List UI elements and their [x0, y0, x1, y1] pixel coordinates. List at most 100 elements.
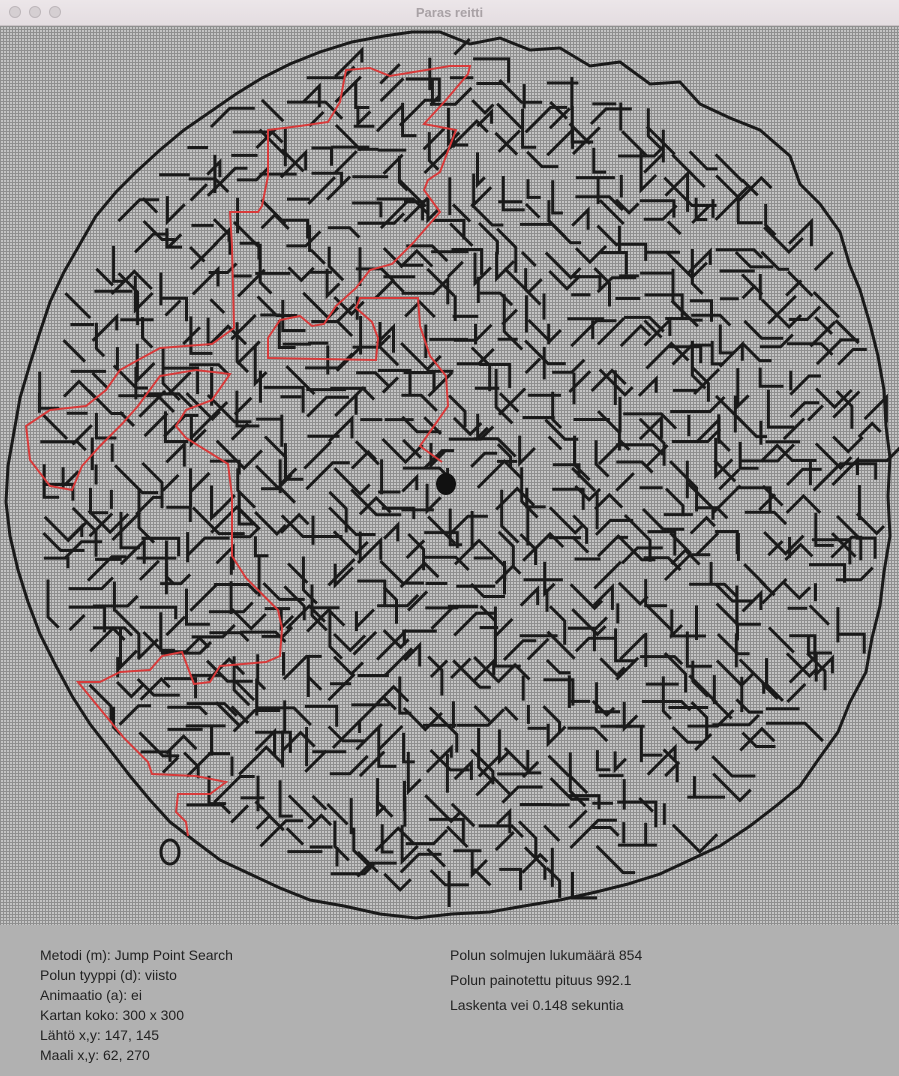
maze-wall-segment [350, 488, 402, 517]
maze-wall-segment [450, 802, 476, 828]
maze-wall-segment [334, 150, 358, 174]
maze-wall-segment [406, 244, 449, 263]
maze-wall-segment [399, 852, 442, 874]
maze-wall-segment [671, 427, 722, 443]
maze-wall-segment [426, 847, 446, 868]
maze-wall-segment [714, 153, 744, 183]
maximize-button[interactable] [49, 6, 61, 18]
maze-wall-segment [520, 251, 537, 267]
maze-wall-segment [589, 107, 632, 126]
maze-wall-segment [426, 198, 439, 224]
maze-wall-segment [43, 556, 70, 569]
maze-wall-segment [401, 393, 438, 412]
maze-wall-segment [496, 662, 531, 684]
maze-wall-segment [191, 623, 236, 639]
maze-wall-segment [402, 438, 423, 459]
maze-wall-segment [549, 777, 590, 801]
close-button[interactable] [9, 6, 21, 18]
maze-wall-segment [855, 536, 877, 559]
maze-wall-segment [163, 414, 199, 438]
maze-wall-segment [333, 820, 350, 862]
maze-wall-segment [355, 608, 375, 629]
maze-wall-segment [446, 825, 469, 849]
maze-wall-segment [332, 632, 367, 653]
maze-wall-segment [383, 872, 412, 892]
maze-wall-segment [46, 579, 60, 629]
maze-wall-segment [236, 468, 257, 509]
maze-wall-segment [401, 415, 442, 434]
maze-wall-segment [571, 535, 590, 554]
maze-wall-segment [664, 487, 685, 517]
maze-wall-segment [502, 639, 537, 661]
minimize-button[interactable] [29, 6, 41, 18]
maze-wall-segment [424, 531, 459, 549]
maze-wall-segment [495, 251, 516, 283]
maze-wall-segment [382, 153, 404, 175]
maze-wall-segment [569, 818, 617, 849]
maze-wall-segment [501, 308, 518, 326]
maze-wall-segment [117, 198, 160, 223]
maze-wall-segment [520, 467, 539, 519]
goal-label: Maali x,y: 62, 270 [40, 1047, 150, 1063]
maze-wall-segment [742, 343, 772, 363]
maze-wall-segment [63, 540, 103, 560]
maze-wall-segment [311, 171, 344, 187]
maze-wall-segment [741, 731, 776, 748]
maze-wall-segment [476, 152, 486, 189]
maze-wall-segment [814, 442, 853, 471]
maze-wall-segment [689, 515, 716, 535]
maze-wall-segment [766, 389, 794, 429]
maze-wall-segment [215, 439, 263, 471]
maze-wall-segment [208, 601, 254, 614]
maze-wall-segment [430, 605, 479, 630]
maze-wall-segment [596, 224, 619, 247]
maze-wall-segment [428, 706, 459, 753]
maze-map[interactable] [0, 26, 899, 925]
maze-wall-segment [646, 743, 677, 776]
maze-wall-segment [167, 371, 192, 396]
maze-wall-segment [89, 626, 126, 653]
maze-wall-segment [616, 460, 654, 474]
maze-wall-segment [766, 721, 824, 743]
maze-wall-segment [352, 201, 383, 218]
maze-outer-wall [4, 30, 892, 920]
maze-wall-segment [114, 464, 159, 495]
maze-wall-segment [400, 342, 442, 372]
maze-wall-segment [714, 193, 740, 222]
maze-wall-segment [354, 82, 370, 109]
maze-wall-segment [331, 717, 362, 749]
maze-wall-segment [571, 206, 590, 230]
maze-wall-segment [669, 532, 692, 555]
maze-wall-segment [325, 175, 352, 201]
maze-wall-segment [503, 267, 543, 295]
maze-wall-segment [357, 579, 387, 606]
maze-wall-segment [494, 369, 514, 425]
maze-wall-segment [645, 125, 676, 156]
maze-wall-segment [165, 196, 186, 226]
maze-wall-segment [255, 730, 292, 753]
maze-wall-segment [327, 414, 354, 443]
maze-wall-segment [429, 869, 469, 887]
maze-wall-segment [575, 195, 624, 212]
maze-wall-segment [638, 417, 666, 466]
maze-wall-segment [695, 416, 721, 444]
maze-wall-segment [281, 300, 306, 332]
maze-wall-segment [521, 760, 540, 779]
maze-wall-segment [690, 249, 704, 295]
maze-wall-segment [305, 461, 350, 491]
maze-wall-segment [593, 267, 611, 307]
maze-wall-segment [592, 583, 614, 610]
maze-wall-segment [165, 615, 186, 637]
maze-wall-segment [714, 438, 734, 480]
maze-wall-segment [427, 655, 444, 696]
maze-wall-segment [87, 389, 124, 415]
maze-wall-segment [526, 637, 550, 661]
maze-wall-segment [479, 291, 514, 307]
start-label: Lähtö x,y: 147, 145 [40, 1027, 160, 1043]
maze-wall-segment [641, 507, 685, 531]
maze-wall-segment [758, 367, 784, 388]
maze-wall-segment [475, 775, 513, 797]
weighted-length-label: Polun painotettu pituus 992.1 [450, 972, 632, 988]
maze-wall-segment [671, 343, 713, 366]
maze-wall-segment [186, 803, 232, 815]
